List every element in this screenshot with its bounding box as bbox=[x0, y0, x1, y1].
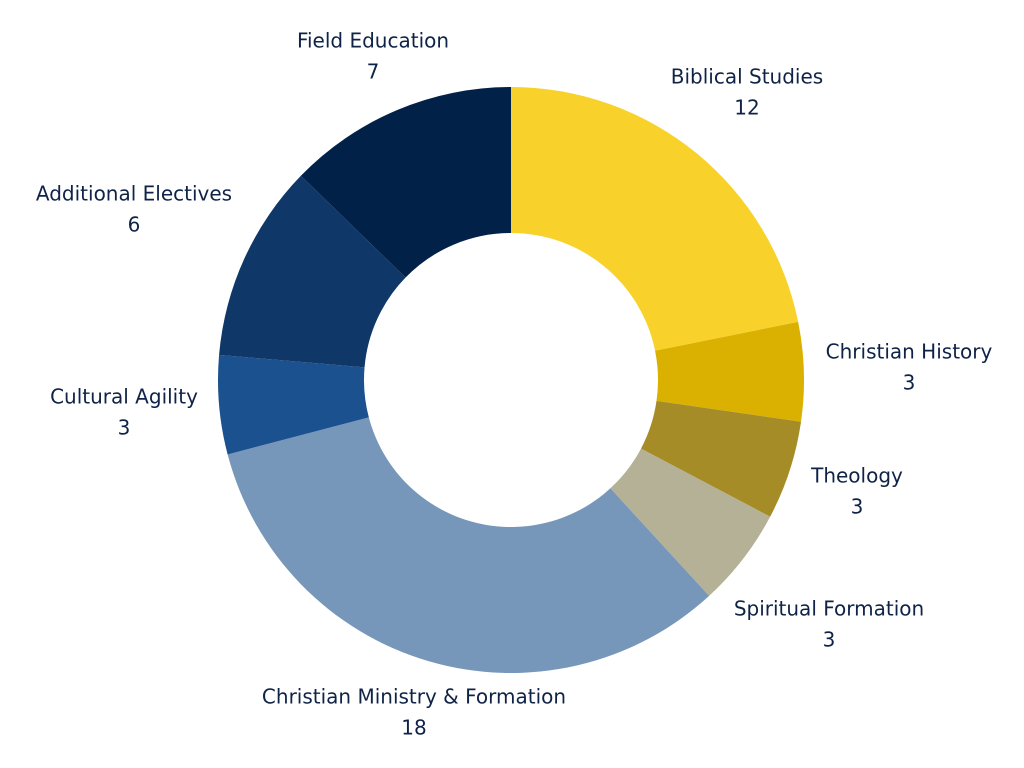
slice-value-christian-history: 3 bbox=[903, 371, 916, 395]
slice-biblical-studies bbox=[511, 87, 799, 351]
slice-value-field-education: 7 bbox=[367, 60, 380, 84]
slice-value-cultural-agility: 3 bbox=[118, 416, 131, 440]
slice-label-field-education: Field Education bbox=[297, 29, 449, 53]
slice-label-cultural-agility: Cultural Agility bbox=[50, 385, 198, 409]
slice-label-christian-history: Christian History bbox=[826, 340, 993, 364]
slice-group bbox=[217, 86, 804, 673]
slice-cultural-agility bbox=[217, 354, 369, 455]
slice-value-theology: 3 bbox=[851, 495, 864, 519]
slice-christian-ministry-and-formation bbox=[227, 417, 710, 673]
slice-field-education bbox=[300, 86, 511, 278]
slice-theology bbox=[641, 400, 802, 517]
slice-value-spiritual-formation: 3 bbox=[823, 628, 836, 652]
slice-additional-electives bbox=[219, 175, 406, 368]
slice-label-christian-ministry-and-formation: Christian Ministry & Formation bbox=[262, 685, 566, 709]
slice-christian-history bbox=[655, 321, 804, 422]
slice-value-christian-ministry-and-formation: 18 bbox=[401, 716, 426, 740]
slice-label-spiritual-formation: Spiritual Formation bbox=[734, 597, 924, 621]
slice-value-additional-electives: 6 bbox=[128, 213, 141, 237]
label-group: Biblical Studies 12 Christian History 3 Theo… bbox=[36, 29, 993, 740]
slice-value-biblical-studies: 12 bbox=[734, 96, 759, 120]
slice-label-biblical-studies: Biblical Studies bbox=[671, 65, 823, 89]
slice-label-theology: Theology bbox=[810, 464, 903, 488]
slice-label-additional-electives: Additional Electives bbox=[36, 182, 232, 206]
slice-spiritual-formation bbox=[610, 448, 771, 596]
